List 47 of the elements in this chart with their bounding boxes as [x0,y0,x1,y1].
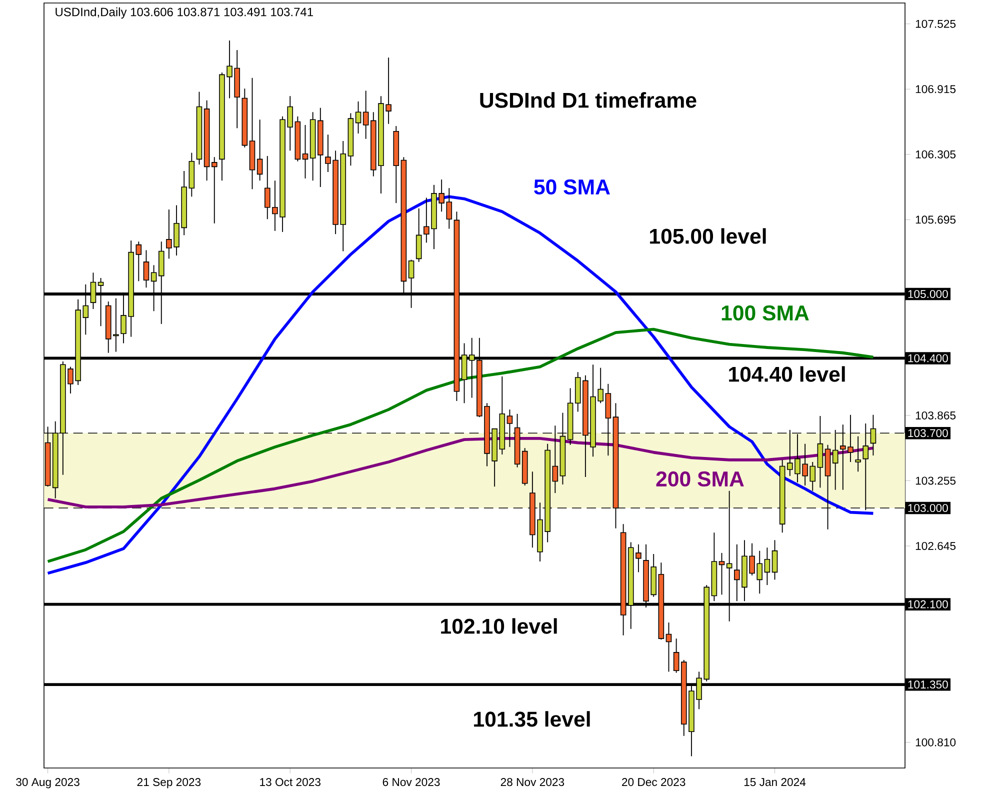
y-tick-label: 105.695 [916,216,956,224]
y-tick-label: 102.645 [916,542,956,550]
series-label: 200 SMA [656,471,744,487]
ref-line-label: 102.100 [908,600,948,608]
candlestick [666,622,672,672]
ref-line-label: 103.700 [908,429,948,438]
x-tick-label: 28 Nov 2023 [500,778,564,786]
y-tick-label: 106.915 [916,85,956,94]
line-series [46,328,875,563]
candlestick [772,540,778,580]
candlestick [143,250,150,288]
x-tick-label: 30 Aug 2023 [16,778,80,788]
line-series [46,195,875,575]
candlestick [718,552,725,596]
candlestick [355,100,362,134]
y-tick-label: 106.305 [916,150,956,158]
candlestick [673,638,680,674]
annotation: 104.40 level [729,366,845,382]
ref-line-label: 103.000 [908,504,948,512]
y-tick-label: 103.865 [916,411,956,420]
x-tick-label: 15 Jan 2024 [744,778,806,786]
candlestick [552,425,558,494]
candlestick [256,119,263,182]
annotation: 102.10 level [441,618,557,634]
annotation: 101.35 level [474,711,590,727]
candlestick [416,208,422,262]
x-tick-label: 20 Dec 2023 [622,778,686,786]
annotation: 105.00 level [650,228,766,244]
x-tick-label: 6 Nov 2023 [382,778,440,786]
ref-line-label: 101.350 [908,680,948,689]
candlestick [211,156,218,224]
y-tick-label: 103.255 [916,476,956,485]
ref-line-label: 105.000 [908,290,948,298]
candlestick [362,90,369,140]
ref-line-label: 104.400 [908,354,948,362]
x-tick-label: 13 Oct 2023 [260,778,320,786]
series-label: 50 SMA [534,179,610,195]
y-tick-label: 107.525 [916,20,956,28]
series-label: 100 SMA [722,305,809,321]
candlestick [764,547,770,586]
candlestick [302,124,308,179]
y-tick-label: 100.810 [916,738,956,746]
annotation: USDInd D1 timeframe [480,92,696,108]
candlestick [136,241,142,282]
x-tick-label: 21 Sep 2023 [137,778,201,788]
candlestick [855,436,861,472]
chart-title: USDInd,Daily 103.606 103.871 103.491 103.741 [56,7,313,19]
